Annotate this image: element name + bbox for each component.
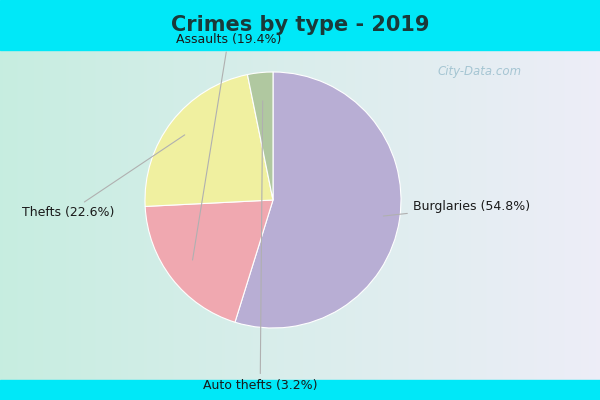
Wedge shape xyxy=(247,72,273,200)
Text: Assaults (19.4%): Assaults (19.4%) xyxy=(176,34,281,260)
Text: Auto thefts (3.2%): Auto thefts (3.2%) xyxy=(203,101,317,392)
Text: Crimes by type - 2019: Crimes by type - 2019 xyxy=(171,15,429,35)
Text: Thefts (22.6%): Thefts (22.6%) xyxy=(22,135,185,219)
Bar xyxy=(0,0,600,50)
Text: Burglaries (54.8%): Burglaries (54.8%) xyxy=(383,200,530,216)
Wedge shape xyxy=(145,74,273,206)
Bar xyxy=(0,380,600,400)
Text: City-Data.com: City-Data.com xyxy=(438,66,522,78)
Wedge shape xyxy=(145,200,273,322)
Wedge shape xyxy=(235,72,401,328)
